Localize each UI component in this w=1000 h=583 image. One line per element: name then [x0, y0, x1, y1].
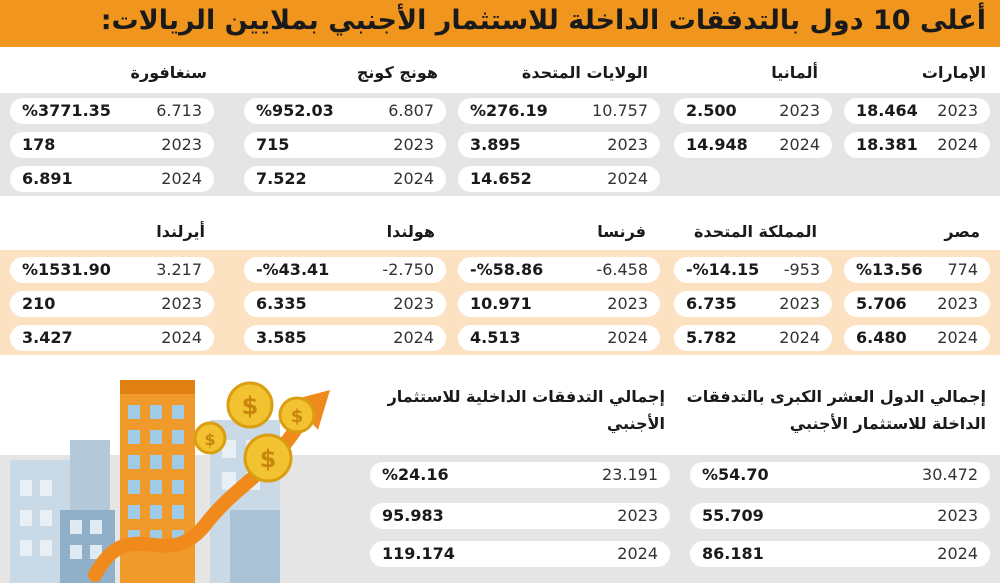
- section1-header-band: [0, 47, 1000, 93]
- overall-row-2024: 119.174 2024: [370, 541, 670, 567]
- usa-row-2024: 14.652 2024: [458, 166, 660, 192]
- top10-row-2023: 55.709 2023: [690, 503, 990, 529]
- uae-row-2024: 18.381 2024: [844, 132, 990, 158]
- country-name-singapore: سنغافورة: [130, 63, 207, 82]
- country-name-usa: الولايات المتحدة: [521, 63, 648, 82]
- country-name-netherlands: هولندا: [386, 222, 435, 241]
- country-name-hongkong: هونج كونج: [356, 63, 438, 82]
- country-name-egypt: مصر: [944, 222, 980, 241]
- top10-row-change: %54.70 30.472: [690, 462, 990, 488]
- svg-text:$: $: [204, 430, 215, 449]
- country-name-uk: المملكة المتحدة: [693, 222, 817, 241]
- singapore-row-2023: 178 2023: [10, 132, 214, 158]
- overall-row-change: %24.16 23.191: [370, 462, 670, 488]
- page-title: أعلى 10 دول بالتدفقات الداخلة للاستثمار …: [100, 5, 986, 36]
- total-top10-title: إجمالي الدول العشر الكبرى بالتدفقات الدا…: [686, 387, 986, 433]
- usa-row-2023: 3.895 2023: [458, 132, 660, 158]
- total-all-title: إجمالي التدفقات الداخلية للاستثمار الأجن…: [387, 387, 665, 433]
- country-name-france: فرنسا: [597, 222, 646, 241]
- overall-row-2023: 95.983 2023: [370, 503, 670, 529]
- ireland-row-change: %1531.90 3.217: [10, 257, 214, 283]
- ireland-row-2024: 3.427 2024: [10, 325, 214, 351]
- hongkong-row-2023: 715 2023: [244, 132, 446, 158]
- section2-header-band: [0, 196, 1000, 250]
- usa-row-change: %276.19 10.757: [458, 98, 660, 124]
- buildings-illustration: $ $ $ $: [10, 380, 330, 583]
- egypt-row-change: %13.56 774: [844, 257, 990, 283]
- germany-row-2023: 2.500 2023: [674, 98, 832, 124]
- country-name-ireland: أيرلندا: [156, 222, 205, 241]
- country-name-uae: الإمارات: [921, 63, 986, 82]
- egypt-row-2024: 6.480 2024: [844, 325, 990, 351]
- ireland-row-2023: 210 2023: [10, 291, 214, 317]
- uae-row-2023: 18.464 2023: [844, 98, 990, 124]
- hongkong-row-2024: 7.522 2024: [244, 166, 446, 192]
- svg-text:$: $: [260, 445, 277, 473]
- country-name-germany: ألمانيا: [771, 63, 818, 82]
- top10-row-2024: 86.181 2024: [690, 541, 990, 567]
- singapore-row-2024: 6.891 2024: [10, 166, 214, 192]
- hongkong-row-change: %952.03 6.807: [244, 98, 446, 124]
- title-bar: [0, 0, 1000, 47]
- dollar-coin-icon: $ $ $ $: [193, 381, 316, 483]
- uk-row-change: -%14.15 -953: [674, 257, 832, 283]
- netherlands-row-2023: 6.335 2023: [244, 291, 446, 317]
- uk-row-2023: 6.735 2023: [674, 291, 832, 317]
- singapore-row-change: %3771.35 6.713: [10, 98, 214, 124]
- uk-row-2024: 5.782 2024: [674, 325, 832, 351]
- france-row-change: -%58.86 -6.458: [458, 257, 660, 283]
- france-row-2024: 4.513 2024: [458, 325, 660, 351]
- germany-row-2024: 14.948 2024: [674, 132, 832, 158]
- france-row-2023: 10.971 2023: [458, 291, 660, 317]
- svg-text:$: $: [242, 392, 259, 420]
- netherlands-row-2024: 3.585 2024: [244, 325, 446, 351]
- egypt-row-2023: 5.706 2023: [844, 291, 990, 317]
- svg-text:$: $: [291, 406, 304, 427]
- netherlands-row-change: -%43.41 -2.750: [244, 257, 446, 283]
